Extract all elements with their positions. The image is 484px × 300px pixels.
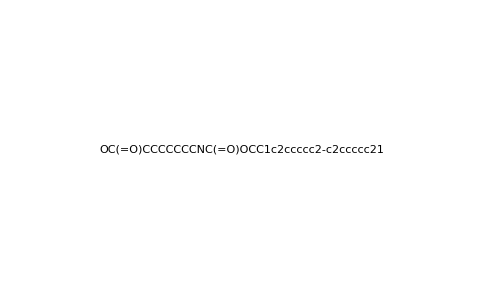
- Text: OC(=O)CCCCCCCNC(=O)OCC1c2ccccc2-c2ccccc21: OC(=O)CCCCCCCNC(=O)OCC1c2ccccc2-c2ccccc2…: [100, 145, 384, 155]
